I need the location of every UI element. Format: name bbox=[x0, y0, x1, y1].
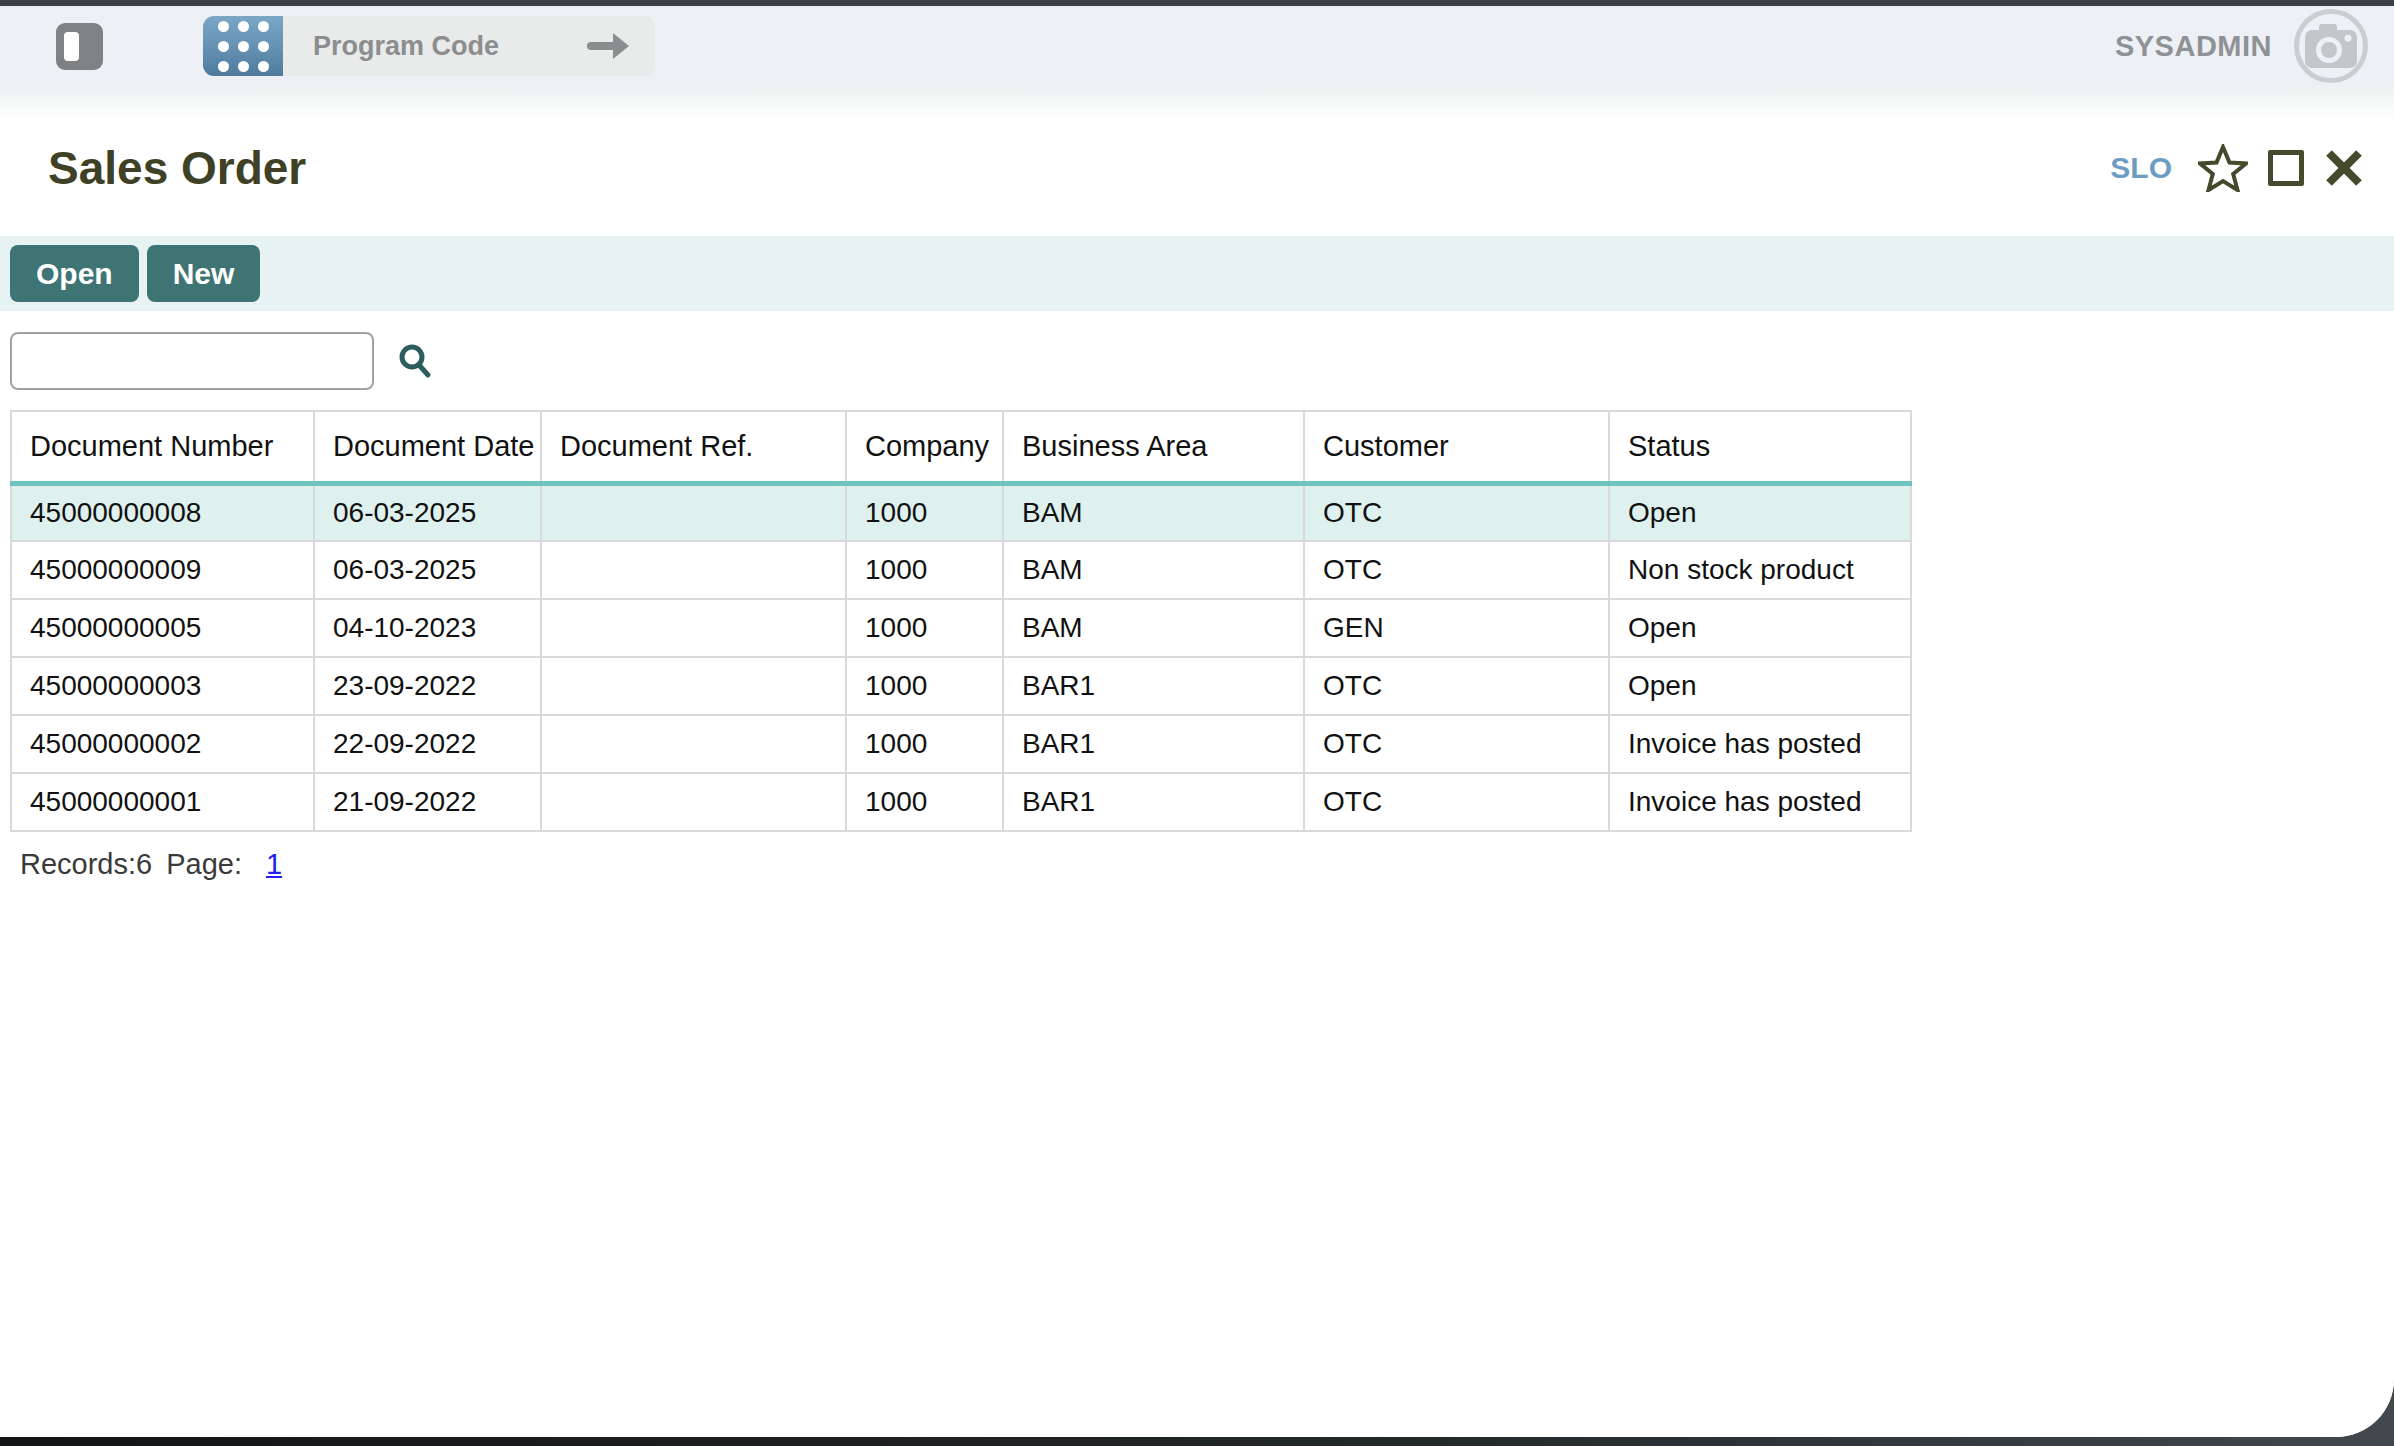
page-header: Sales Order SLO bbox=[0, 86, 2394, 236]
table-cell: OTC bbox=[1304, 715, 1609, 773]
table-cell: Open bbox=[1609, 483, 1911, 541]
table-cell: BAM bbox=[1003, 483, 1304, 541]
table-cell: 23-09-2022 bbox=[314, 657, 541, 715]
table-cell: BAR1 bbox=[1003, 715, 1304, 773]
search-input[interactable] bbox=[12, 334, 397, 388]
close-icon[interactable] bbox=[2324, 148, 2364, 188]
table-cell: 21-09-2022 bbox=[314, 773, 541, 831]
column-header[interactable]: Status bbox=[1609, 411, 1911, 483]
table-cell: 06-03-2025 bbox=[314, 483, 541, 541]
table-cell: Non stock product bbox=[1609, 541, 1911, 599]
column-header[interactable]: Company bbox=[846, 411, 1003, 483]
table-cell: BAM bbox=[1003, 541, 1304, 599]
page-label: Page: bbox=[166, 848, 242, 881]
list-footer: Records:6 Page: 1 bbox=[10, 848, 2384, 881]
table-cell: 45000000001 bbox=[11, 773, 314, 831]
table-cell: 1000 bbox=[846, 541, 1003, 599]
column-header[interactable]: Document Number bbox=[11, 411, 314, 483]
table-cell: 1000 bbox=[846, 599, 1003, 657]
table-cell: BAR1 bbox=[1003, 657, 1304, 715]
new-button[interactable]: New bbox=[147, 245, 261, 302]
column-header[interactable]: Document Ref. bbox=[541, 411, 846, 483]
program-code-launcher[interactable]: Program Code bbox=[203, 16, 655, 76]
table-row[interactable]: 4500000000222-09-2022 1000BAR1OTCInvoice … bbox=[11, 715, 1911, 773]
table-cell: GEN bbox=[1304, 599, 1609, 657]
table-cell: 1000 bbox=[846, 715, 1003, 773]
column-header[interactable]: Business Area bbox=[1003, 411, 1304, 483]
table-cell: 45000000008 bbox=[11, 483, 314, 541]
page-number-link[interactable]: 1 bbox=[256, 848, 282, 881]
table-cell: OTC bbox=[1304, 773, 1609, 831]
table-cell: 1000 bbox=[846, 773, 1003, 831]
sidebar-toggle-icon[interactable] bbox=[56, 23, 103, 70]
table-cell: Invoice has posted bbox=[1609, 715, 1911, 773]
table-cell bbox=[541, 715, 846, 773]
table-cell: 22-09-2022 bbox=[314, 715, 541, 773]
search-box bbox=[10, 332, 374, 390]
table-cell: Open bbox=[1609, 657, 1911, 715]
table-cell: 04-10-2023 bbox=[314, 599, 541, 657]
table-row[interactable]: 4500000000504-10-2023 1000BAMGENOpen bbox=[11, 599, 1911, 657]
table-cell bbox=[541, 773, 846, 831]
table-row[interactable]: 4500000000806-03-2025 1000BAMOTCOpen bbox=[11, 483, 1911, 541]
table-row[interactable]: 4500000000906-03-2025 1000BAMOTCNon stock… bbox=[11, 541, 1911, 599]
table-cell: Invoice has posted bbox=[1609, 773, 1911, 831]
program-code-label: Program Code bbox=[283, 31, 587, 62]
sales-order-table: Document NumberDocument DateDocument Ref… bbox=[10, 410, 1912, 832]
list-content: Document NumberDocument DateDocument Ref… bbox=[0, 311, 2394, 1437]
table-cell: OTC bbox=[1304, 541, 1609, 599]
table-cell: BAM bbox=[1003, 599, 1304, 657]
table-cell bbox=[541, 483, 846, 541]
page-title: Sales Order bbox=[48, 141, 306, 195]
table-row[interactable]: 4500000000323-09-2022 1000BAR1OTCOpen bbox=[11, 657, 1911, 715]
table-cell: OTC bbox=[1304, 657, 1609, 715]
table-cell: 1000 bbox=[846, 657, 1003, 715]
top-navigation-bar: Program Code SYSADMIN bbox=[0, 6, 2394, 86]
table-cell: OTC bbox=[1304, 483, 1609, 541]
table-header-row: Document NumberDocument DateDocument Ref… bbox=[11, 411, 1911, 483]
records-count: Records:6 bbox=[20, 848, 152, 881]
table-cell: Open bbox=[1609, 599, 1911, 657]
grid-dots bbox=[218, 21, 269, 72]
table-cell: 06-03-2025 bbox=[314, 541, 541, 599]
program-code-badge: SLO bbox=[2110, 151, 2172, 185]
user-avatar[interactable] bbox=[2294, 9, 2368, 83]
action-toolbar: Open New bbox=[0, 236, 2394, 311]
table-cell: 45000000003 bbox=[11, 657, 314, 715]
open-button[interactable]: Open bbox=[10, 245, 139, 302]
window-controls: SLO bbox=[2110, 144, 2364, 192]
app-grid-icon[interactable] bbox=[203, 16, 283, 76]
camera-icon bbox=[2305, 24, 2357, 68]
table-cell bbox=[541, 541, 846, 599]
column-header[interactable]: Document Date bbox=[314, 411, 541, 483]
square-icon[interactable] bbox=[2268, 150, 2304, 186]
table-cell: 45000000002 bbox=[11, 715, 314, 773]
search-icon[interactable] bbox=[397, 343, 433, 379]
table-cell: BAR1 bbox=[1003, 773, 1304, 831]
table-cell: 1000 bbox=[846, 483, 1003, 541]
star-icon[interactable] bbox=[2198, 144, 2248, 192]
table-cell bbox=[541, 599, 846, 657]
table-row[interactable]: 4500000000121-09-2022 1000BAR1OTCInvoice … bbox=[11, 773, 1911, 831]
app-window: Program Code SYSADMIN Sales Order bbox=[0, 6, 2394, 1437]
arrow-right-icon[interactable] bbox=[587, 29, 631, 63]
table-cell bbox=[541, 657, 846, 715]
table-cell: 45000000009 bbox=[11, 541, 314, 599]
username-label: SYSADMIN bbox=[2115, 30, 2272, 63]
column-header[interactable]: Customer bbox=[1304, 411, 1609, 483]
table-cell: 45000000005 bbox=[11, 599, 314, 657]
